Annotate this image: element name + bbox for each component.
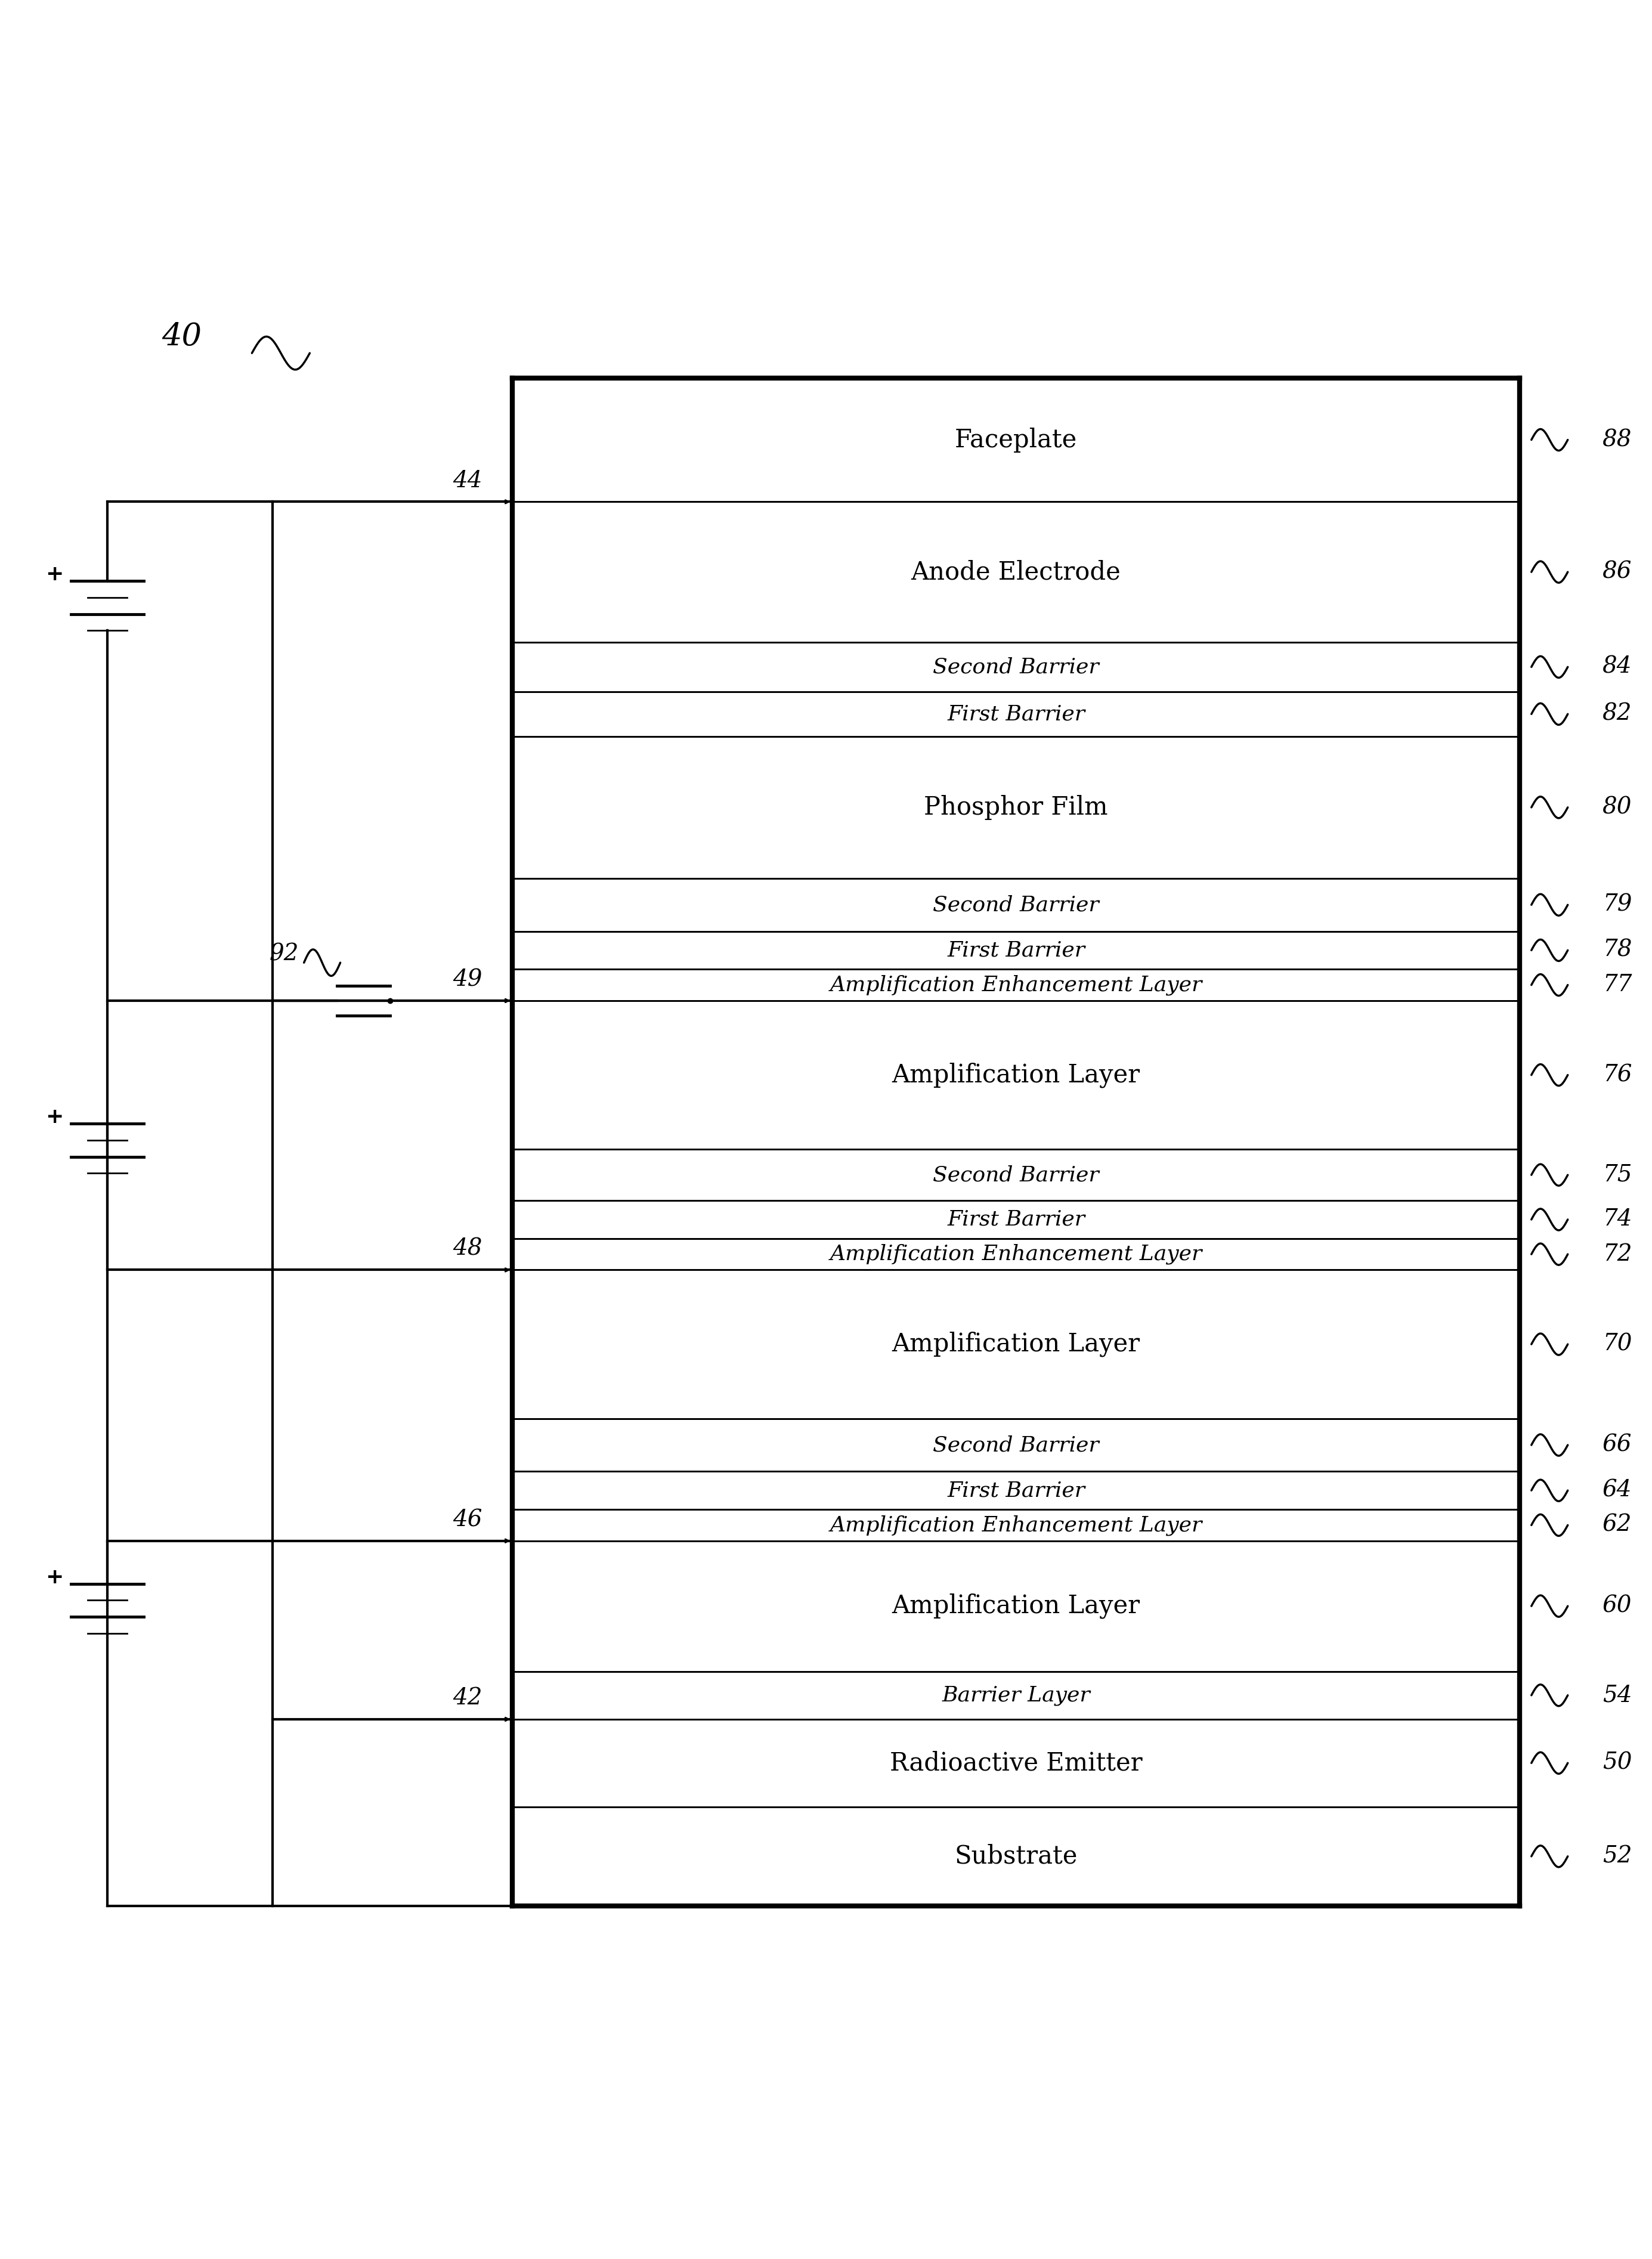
- Text: 42: 42: [453, 1687, 482, 1710]
- Text: Second Barrier: Second Barrier: [933, 895, 1099, 915]
- Text: 48: 48: [453, 1238, 482, 1261]
- Text: 54: 54: [1602, 1685, 1632, 1706]
- Text: +: +: [46, 1568, 63, 1588]
- Text: +: +: [46, 1107, 63, 1127]
- Text: First Barrier: First Barrier: [947, 940, 1085, 960]
- Text: 66: 66: [1602, 1434, 1632, 1457]
- Text: 52: 52: [1602, 1846, 1632, 1868]
- Text: 80: 80: [1602, 797, 1632, 818]
- Text: 49: 49: [453, 969, 482, 992]
- Text: Second Barrier: Second Barrier: [933, 657, 1099, 678]
- Text: 86: 86: [1602, 560, 1632, 583]
- Text: First Barrier: First Barrier: [947, 1480, 1085, 1500]
- Text: +: +: [46, 565, 63, 585]
- Text: Barrier Layer: Barrier Layer: [942, 1685, 1090, 1706]
- Text: Amplification Layer: Amplification Layer: [892, 1331, 1140, 1358]
- Text: 74: 74: [1602, 1209, 1632, 1231]
- Text: 62: 62: [1602, 1514, 1632, 1536]
- Text: 72: 72: [1602, 1242, 1632, 1265]
- Text: 88: 88: [1602, 429, 1632, 452]
- Text: 40: 40: [162, 321, 202, 352]
- Text: Amplification Enhancement Layer: Amplification Enhancement Layer: [829, 1516, 1203, 1536]
- Text: 82: 82: [1602, 703, 1632, 725]
- Text: Second Barrier: Second Barrier: [933, 1434, 1099, 1455]
- Text: First Barrier: First Barrier: [947, 705, 1085, 725]
- Text: Second Barrier: Second Barrier: [933, 1166, 1099, 1186]
- Text: Anode Electrode: Anode Electrode: [912, 560, 1120, 585]
- Text: 64: 64: [1602, 1480, 1632, 1502]
- Text: Phosphor Film: Phosphor Film: [923, 795, 1108, 820]
- Text: Radioactive Emitter: Radioactive Emitter: [890, 1751, 1142, 1776]
- Text: Amplification Layer: Amplification Layer: [892, 1062, 1140, 1087]
- Text: Amplification Enhancement Layer: Amplification Enhancement Layer: [829, 974, 1203, 996]
- Text: Amplification Enhancement Layer: Amplification Enhancement Layer: [829, 1245, 1203, 1265]
- Text: 77: 77: [1602, 974, 1632, 996]
- Text: Faceplate: Faceplate: [955, 427, 1077, 452]
- Text: 78: 78: [1602, 940, 1632, 962]
- Text: 46: 46: [453, 1509, 482, 1532]
- Text: 84: 84: [1602, 655, 1632, 678]
- Text: 70: 70: [1602, 1333, 1632, 1355]
- Text: 75: 75: [1602, 1163, 1632, 1186]
- Text: 60: 60: [1602, 1595, 1632, 1617]
- Text: 79: 79: [1602, 895, 1632, 915]
- Text: Substrate: Substrate: [955, 1843, 1077, 1868]
- Text: 44: 44: [453, 470, 482, 492]
- Text: Amplification Layer: Amplification Layer: [892, 1593, 1140, 1620]
- Text: 50: 50: [1602, 1753, 1632, 1773]
- Text: 92: 92: [269, 944, 299, 965]
- Text: First Barrier: First Barrier: [947, 1209, 1085, 1229]
- Text: 76: 76: [1602, 1064, 1632, 1087]
